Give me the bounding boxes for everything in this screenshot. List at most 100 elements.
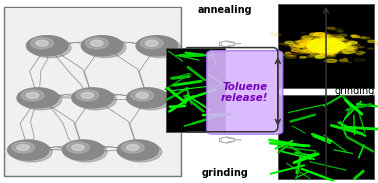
Ellipse shape <box>327 52 338 54</box>
Circle shape <box>120 142 162 162</box>
Ellipse shape <box>313 48 321 50</box>
Circle shape <box>29 38 71 58</box>
Ellipse shape <box>313 39 325 42</box>
Ellipse shape <box>304 38 312 40</box>
Ellipse shape <box>309 44 317 46</box>
Ellipse shape <box>358 37 366 38</box>
Ellipse shape <box>354 59 366 61</box>
Ellipse shape <box>298 40 310 43</box>
Ellipse shape <box>311 50 321 53</box>
Ellipse shape <box>327 41 339 44</box>
Circle shape <box>85 38 108 49</box>
Ellipse shape <box>325 35 333 36</box>
Ellipse shape <box>320 46 326 48</box>
Circle shape <box>11 142 52 162</box>
Ellipse shape <box>329 39 336 41</box>
Ellipse shape <box>318 48 327 50</box>
Circle shape <box>36 40 48 46</box>
Ellipse shape <box>336 44 346 47</box>
Ellipse shape <box>320 45 332 48</box>
Ellipse shape <box>315 40 323 42</box>
Ellipse shape <box>332 46 343 50</box>
Ellipse shape <box>314 45 324 47</box>
Ellipse shape <box>321 43 331 45</box>
Ellipse shape <box>349 47 358 49</box>
Ellipse shape <box>285 52 291 53</box>
Ellipse shape <box>331 46 337 47</box>
Ellipse shape <box>336 40 339 41</box>
Ellipse shape <box>320 35 333 38</box>
Ellipse shape <box>316 55 325 58</box>
Ellipse shape <box>331 50 337 52</box>
Ellipse shape <box>339 44 351 48</box>
Ellipse shape <box>324 42 329 43</box>
Ellipse shape <box>335 42 343 44</box>
Ellipse shape <box>327 27 335 29</box>
Ellipse shape <box>359 46 364 48</box>
Ellipse shape <box>313 49 320 51</box>
Circle shape <box>81 36 123 56</box>
Ellipse shape <box>302 36 313 39</box>
Bar <box>278 95 374 179</box>
Ellipse shape <box>336 46 347 48</box>
Ellipse shape <box>332 43 341 46</box>
Circle shape <box>17 88 59 108</box>
Ellipse shape <box>337 46 347 49</box>
Ellipse shape <box>304 41 316 44</box>
Ellipse shape <box>319 51 326 53</box>
Ellipse shape <box>343 45 348 46</box>
Ellipse shape <box>329 46 336 47</box>
Ellipse shape <box>320 43 329 45</box>
Ellipse shape <box>313 40 325 43</box>
Ellipse shape <box>339 45 349 47</box>
Ellipse shape <box>319 50 325 51</box>
Ellipse shape <box>301 50 308 51</box>
Ellipse shape <box>316 51 325 53</box>
Ellipse shape <box>342 42 349 44</box>
Ellipse shape <box>327 39 333 41</box>
Ellipse shape <box>299 40 308 42</box>
Circle shape <box>91 40 103 46</box>
Ellipse shape <box>333 44 345 47</box>
Ellipse shape <box>321 43 327 44</box>
Ellipse shape <box>310 42 317 44</box>
Ellipse shape <box>316 37 327 40</box>
Ellipse shape <box>319 51 325 52</box>
Ellipse shape <box>311 53 322 56</box>
Ellipse shape <box>302 47 311 49</box>
Ellipse shape <box>314 42 318 43</box>
Ellipse shape <box>308 46 313 47</box>
Ellipse shape <box>327 48 334 51</box>
Ellipse shape <box>310 43 319 45</box>
Ellipse shape <box>315 43 325 46</box>
Ellipse shape <box>304 50 315 53</box>
FancyBboxPatch shape <box>207 51 283 134</box>
Ellipse shape <box>312 34 322 37</box>
Ellipse shape <box>303 50 309 52</box>
Ellipse shape <box>321 42 325 43</box>
Ellipse shape <box>340 47 346 48</box>
Ellipse shape <box>333 29 342 31</box>
Ellipse shape <box>329 42 336 44</box>
Ellipse shape <box>296 46 304 48</box>
Ellipse shape <box>318 46 329 49</box>
Circle shape <box>84 38 126 58</box>
Ellipse shape <box>317 52 328 55</box>
Ellipse shape <box>328 39 339 41</box>
Ellipse shape <box>313 47 321 49</box>
Ellipse shape <box>299 44 311 48</box>
Ellipse shape <box>344 61 348 62</box>
Ellipse shape <box>325 47 330 48</box>
Ellipse shape <box>313 33 325 36</box>
Circle shape <box>21 90 44 101</box>
Ellipse shape <box>328 42 335 44</box>
Ellipse shape <box>328 42 341 46</box>
Ellipse shape <box>320 32 330 35</box>
Ellipse shape <box>314 50 325 52</box>
Ellipse shape <box>328 43 334 45</box>
Ellipse shape <box>358 47 361 48</box>
Ellipse shape <box>318 46 332 50</box>
Text: grinding: grinding <box>335 87 375 96</box>
Circle shape <box>65 142 107 162</box>
Ellipse shape <box>324 46 330 47</box>
